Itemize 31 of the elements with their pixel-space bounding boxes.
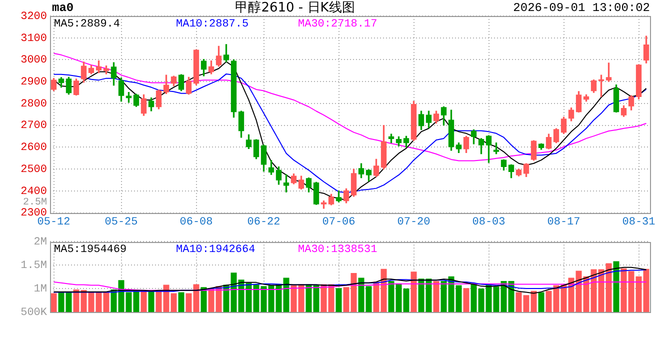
x-tick-label: 07-06: [322, 216, 356, 228]
y-tick-label: 2400: [20, 186, 47, 198]
text: MA5:1954469: [54, 244, 127, 256]
y-tick-label: 1.5M: [20, 260, 47, 272]
x-tick-label: 08-31: [622, 216, 656, 228]
chart-title: 甲醇2610 - 日K线图: [235, 0, 355, 16]
text: MA30:1338531: [298, 244, 378, 256]
y-tick-label: 1M: [34, 283, 47, 296]
y-tick-label: 2500: [20, 164, 47, 176]
x-tick-label: 06-22: [247, 216, 280, 228]
x-tick-label: 05-25: [104, 216, 138, 228]
y-tick-label: 2M: [34, 236, 47, 249]
text: MA10:2887.5: [176, 18, 249, 30]
y-tick-label: 3100: [20, 32, 47, 45]
x-tick-label: 08-17: [547, 216, 580, 228]
y-tick-label: 3000: [20, 54, 47, 67]
text: MA30:2718.17: [298, 18, 378, 30]
y-tick-label: 500K: [20, 306, 48, 319]
y-tick-label: 2900: [20, 76, 47, 89]
text: 2.5M: [22, 197, 47, 208]
y-tick-label: 2700: [20, 120, 47, 132]
x-tick-label: 08-03: [472, 216, 506, 228]
y-tick-label: 2800: [20, 98, 47, 110]
text: MA10:1942664: [176, 244, 256, 256]
x-tick-label: 06-08: [180, 216, 213, 228]
text: MA5:2889.4: [54, 18, 120, 30]
text: 2026-09-01 13:00:02: [513, 1, 650, 16]
text: ma0: [52, 1, 74, 16]
y-tick-label: 3200: [20, 10, 47, 23]
y-tick-label: 2600: [20, 142, 47, 154]
x-tick-label: 07-20: [397, 216, 430, 228]
